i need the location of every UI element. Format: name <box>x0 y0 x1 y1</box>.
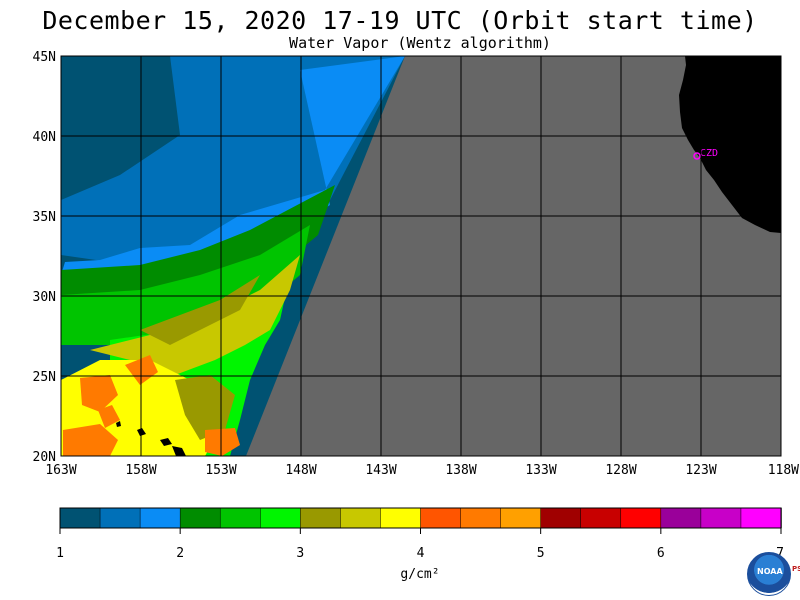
longitude-label: 133W <box>525 463 556 478</box>
map-subtitle: Water Vapor (Wentz algorithm) <box>289 34 551 52</box>
latitude-label: 25N <box>33 370 56 385</box>
vapor-band-dark-green <box>61 185 335 300</box>
longitude-label: 153W <box>205 463 236 478</box>
graticule <box>61 56 781 456</box>
colorbar-swatch <box>540 507 582 529</box>
longitude-label: 118W <box>768 463 799 478</box>
colorbar-swatch <box>340 507 382 529</box>
colorbar-swatch <box>260 507 302 529</box>
colorbar-tick-label: 1 <box>56 546 64 561</box>
colorbar-tick-label: 7 <box>776 546 784 561</box>
longitude-label: 158W <box>125 463 156 478</box>
colorbar-swatch <box>219 507 262 529</box>
colorbar-swatch <box>99 507 141 529</box>
latitude-label: 40N <box>33 130 56 145</box>
colorbar-swatch <box>179 507 221 529</box>
longitude-labels: 163W 158W 153W 148W 143W 138W 133W 128W 123W 118W <box>45 463 799 478</box>
colorbar-tick-label: 5 <box>537 546 545 561</box>
latitude-labels: 45N 40N 35N 30N 25N 20N <box>33 50 56 465</box>
colorbar-swatch <box>620 507 662 529</box>
north-america-land <box>679 56 781 233</box>
map-plot-area <box>61 56 781 456</box>
colorbar-swatch <box>660 507 702 529</box>
longitude-label: 128W <box>605 463 636 478</box>
colorbar <box>59 507 782 529</box>
psl-logo-text: PSL <box>792 565 800 573</box>
noaa-logo-text: NOAA <box>757 567 783 576</box>
colorbar-swatch <box>59 507 101 529</box>
colorbar-swatch <box>740 507 782 529</box>
colorbar-unit: g/cm² <box>400 567 439 582</box>
latitude-label: 20N <box>33 450 56 465</box>
colorbar-swatch <box>460 507 502 529</box>
colorbar-tick-label: 4 <box>417 546 425 561</box>
map-title: December 15, 2020 17-19 UTC (Orbit start… <box>42 6 758 35</box>
vapor-band-light-blue <box>61 56 405 275</box>
colorbar-tick-label: 6 <box>657 546 665 561</box>
vapor-patch-orange-3 <box>63 424 118 456</box>
island-maui <box>160 438 172 446</box>
colorbar-tick-label: 3 <box>296 546 304 561</box>
longitude-label: 148W <box>285 463 316 478</box>
island-hawaii <box>172 446 186 456</box>
colorbar-swatch <box>580 507 622 529</box>
colorbar-swatch <box>139 507 181 529</box>
colorbar-swatch <box>700 507 742 529</box>
noaa-logo: NOAA <box>747 552 791 596</box>
vapor-band-olive <box>140 275 260 345</box>
latitude-label: 35N <box>33 210 56 225</box>
colorbar-swatch <box>380 507 422 529</box>
map-frame <box>60 55 782 457</box>
longitude-label: 123W <box>685 463 716 478</box>
colorbar-tick-label: 2 <box>176 546 184 561</box>
station-label: CZD <box>700 148 718 159</box>
colorbar-swatch <box>500 507 542 529</box>
island-kauai <box>116 421 121 427</box>
vapor-patch-orange-5 <box>98 405 120 428</box>
vapor-band-olive-yellow <box>90 255 300 375</box>
colorbar-swatch <box>420 507 462 529</box>
latitude-label: 45N <box>33 50 56 65</box>
longitude-label: 163W <box>45 463 76 478</box>
longitude-label: 138W <box>445 463 476 478</box>
vapor-band-olive-south <box>175 375 235 440</box>
colorbar-tick-labels: 1 2 3 4 5 6 7 <box>56 528 784 561</box>
latitude-label: 30N <box>33 290 56 305</box>
longitude-label: 143W <box>365 463 396 478</box>
vapor-patch-orange-4 <box>205 428 240 456</box>
vapor-band-green <box>61 225 310 345</box>
station-marker-icon <box>693 152 701 160</box>
vapor-patch-orange-1 <box>80 375 118 412</box>
colorbar-swatch <box>300 507 342 529</box>
